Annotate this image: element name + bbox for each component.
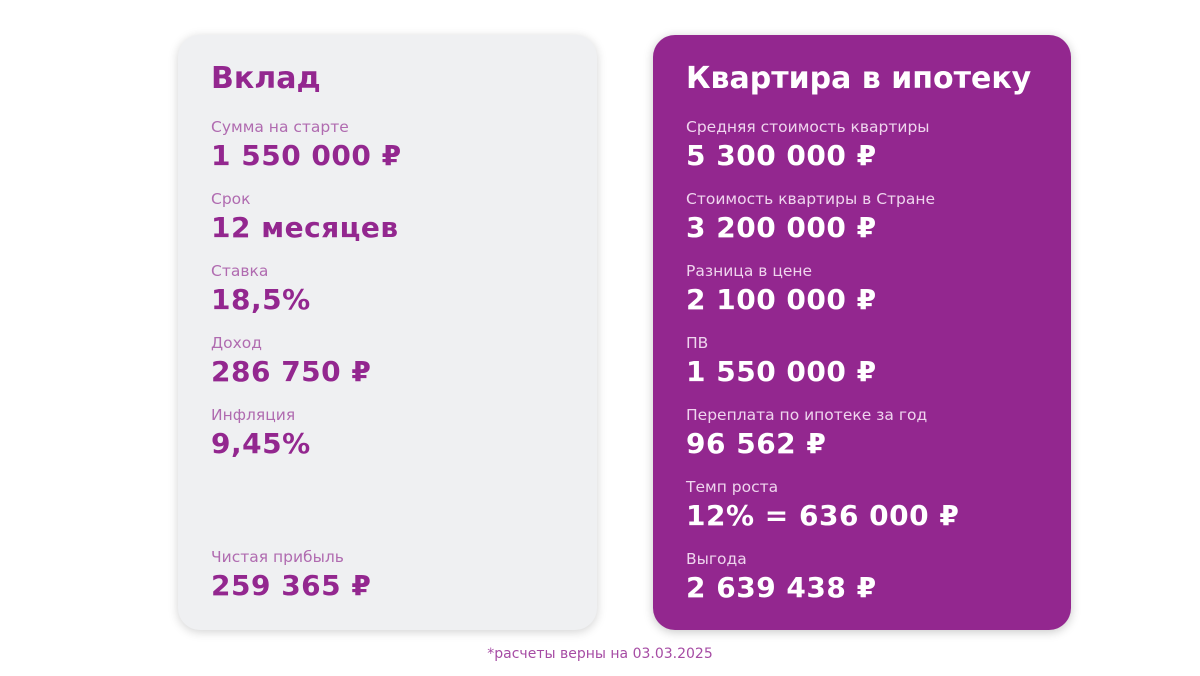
field-value: 12 месяцев (211, 211, 399, 244)
mortgage-field-down-payment: ПВ 1 550 000 ₽ (686, 332, 1071, 404)
field-label: Выгода (686, 550, 747, 568)
field-value: 3 200 000 ₽ (686, 211, 877, 244)
mortgage-title: Квартира в ипотеку (686, 61, 1032, 96)
field-value: 9,45% (211, 427, 311, 460)
field-value: 5 300 000 ₽ (686, 139, 877, 172)
field-value: 1 550 000 ₽ (686, 355, 877, 388)
field-label: Чистая прибыль (211, 548, 344, 566)
field-value: 259 365 ₽ (211, 569, 372, 602)
deposit-field-net-profit: Чистая прибыль 259 365 ₽ (211, 546, 371, 618)
deposit-field-start-sum: Сумма на старте 1 550 000 ₽ (211, 116, 597, 188)
field-label: Инфляция (211, 406, 296, 424)
deposit-field-term: Срок 12 месяцев (211, 188, 597, 260)
field-label: Сумма на старте (211, 118, 349, 136)
mortgage-field-overpayment: Переплата по ипотеке за год 96 562 ₽ (686, 404, 1071, 476)
field-label: ПВ (686, 334, 709, 352)
field-label: Темп роста (686, 478, 779, 496)
deposit-field-rate: Ставка 18,5% (211, 260, 597, 332)
field-label: Доход (211, 334, 262, 352)
footnote: *расчеты верны на 03.03.2025 (487, 646, 713, 662)
field-label: Срок (211, 190, 251, 208)
field-value: 18,5% (211, 283, 311, 316)
field-value: 1 550 000 ₽ (211, 139, 402, 172)
field-value: 286 750 ₽ (211, 355, 372, 388)
deposit-title: Вклад (211, 61, 321, 96)
field-label: Стоимость квартиры в Стране (686, 190, 936, 208)
field-value: 2 100 000 ₽ (686, 283, 877, 316)
mortgage-field-benefit: Выгода 2 639 438 ₽ (686, 548, 1071, 620)
mortgage-card: Квартира в ипотеку Средняя стоимость ква… (653, 35, 1071, 630)
field-value: 12% = 636 000 ₽ (686, 499, 960, 532)
mortgage-field-price-difference: Разница в цене 2 100 000 ₽ (686, 260, 1071, 332)
field-label: Переплата по ипотеке за год (686, 406, 928, 424)
deposit-card: Вклад Сумма на старте 1 550 000 ₽ Срок 1… (178, 35, 597, 630)
field-label: Средняя стоимость квартиры (686, 118, 930, 136)
mortgage-field-growth-rate: Темп роста 12% = 636 000 ₽ (686, 476, 1071, 548)
field-label: Разница в цене (686, 262, 813, 280)
field-value: 96 562 ₽ (686, 427, 827, 460)
mortgage-field-avg-price: Средняя стоимость квартиры 5 300 000 ₽ (686, 116, 1071, 188)
field-value: 2 639 438 ₽ (686, 571, 877, 604)
deposit-field-inflation: Инфляция 9,45% (211, 404, 597, 476)
mortgage-field-country-price: Стоимость квартиры в Стране 3 200 000 ₽ (686, 188, 1071, 260)
field-label: Ставка (211, 262, 269, 280)
deposit-field-income: Доход 286 750 ₽ (211, 332, 597, 404)
